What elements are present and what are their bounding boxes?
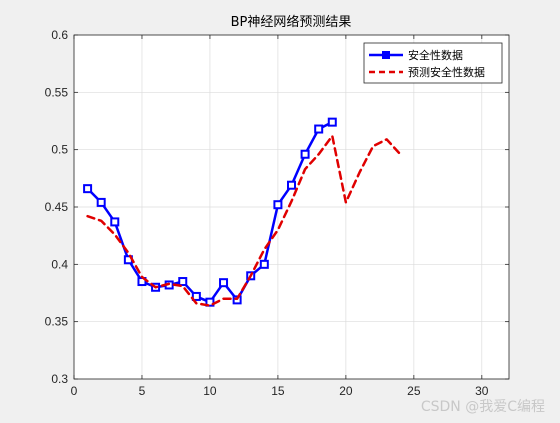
x-tick-label: 5 — [139, 384, 146, 398]
y-tick-label: 0.5 — [51, 143, 68, 157]
data-point-observed — [110, 217, 120, 227]
series-layer — [83, 117, 402, 307]
x-tick-label: 25 — [407, 384, 421, 398]
y-tick-label: 0.55 — [45, 85, 69, 99]
legend: 安全性数据 预测安全性数据 — [363, 42, 503, 84]
y-tick-label: 0.35 — [45, 315, 69, 329]
legend-marker-observed — [382, 51, 390, 59]
data-point-observed — [96, 197, 106, 207]
legend-label-observed: 安全性数据 — [408, 48, 463, 62]
x-tick-label: 0 — [71, 384, 78, 398]
y-tick-label: 0.6 — [51, 28, 68, 42]
data-point-observed — [205, 297, 215, 307]
ticks: 0 5 10 15 20 25 30 0.3 0.35 0.4 0.45 0.5 0.55 0.6 — [45, 28, 509, 398]
data-point-observed — [327, 117, 337, 127]
watermark: CSDN @我爱C编程 — [421, 399, 545, 415]
data-point-observed — [314, 124, 324, 134]
x-tick-label: 10 — [203, 384, 217, 398]
data-point-observed — [83, 184, 93, 194]
series-line-predicted — [86, 134, 402, 307]
data-point-observed — [178, 277, 188, 287]
x-tick-label: 20 — [339, 384, 353, 398]
data-point-observed — [273, 200, 283, 210]
data-point-observed — [259, 259, 269, 269]
x-tick-label: 15 — [271, 384, 285, 398]
y-tick-label: 0.45 — [45, 200, 69, 214]
legend-label-predicted: 预测安全性数据 — [408, 65, 485, 79]
y-tick-label: 0.3 — [51, 372, 68, 386]
data-point-observed — [191, 291, 201, 301]
x-tick-label: 30 — [475, 384, 489, 398]
y-tick-label: 0.4 — [51, 257, 68, 271]
data-point-observed — [300, 149, 310, 159]
data-point-observed — [287, 180, 296, 190]
data-point-observed — [219, 278, 229, 288]
chart-title: BP神经网络预测结果 — [231, 14, 352, 30]
legend-box — [363, 42, 503, 84]
